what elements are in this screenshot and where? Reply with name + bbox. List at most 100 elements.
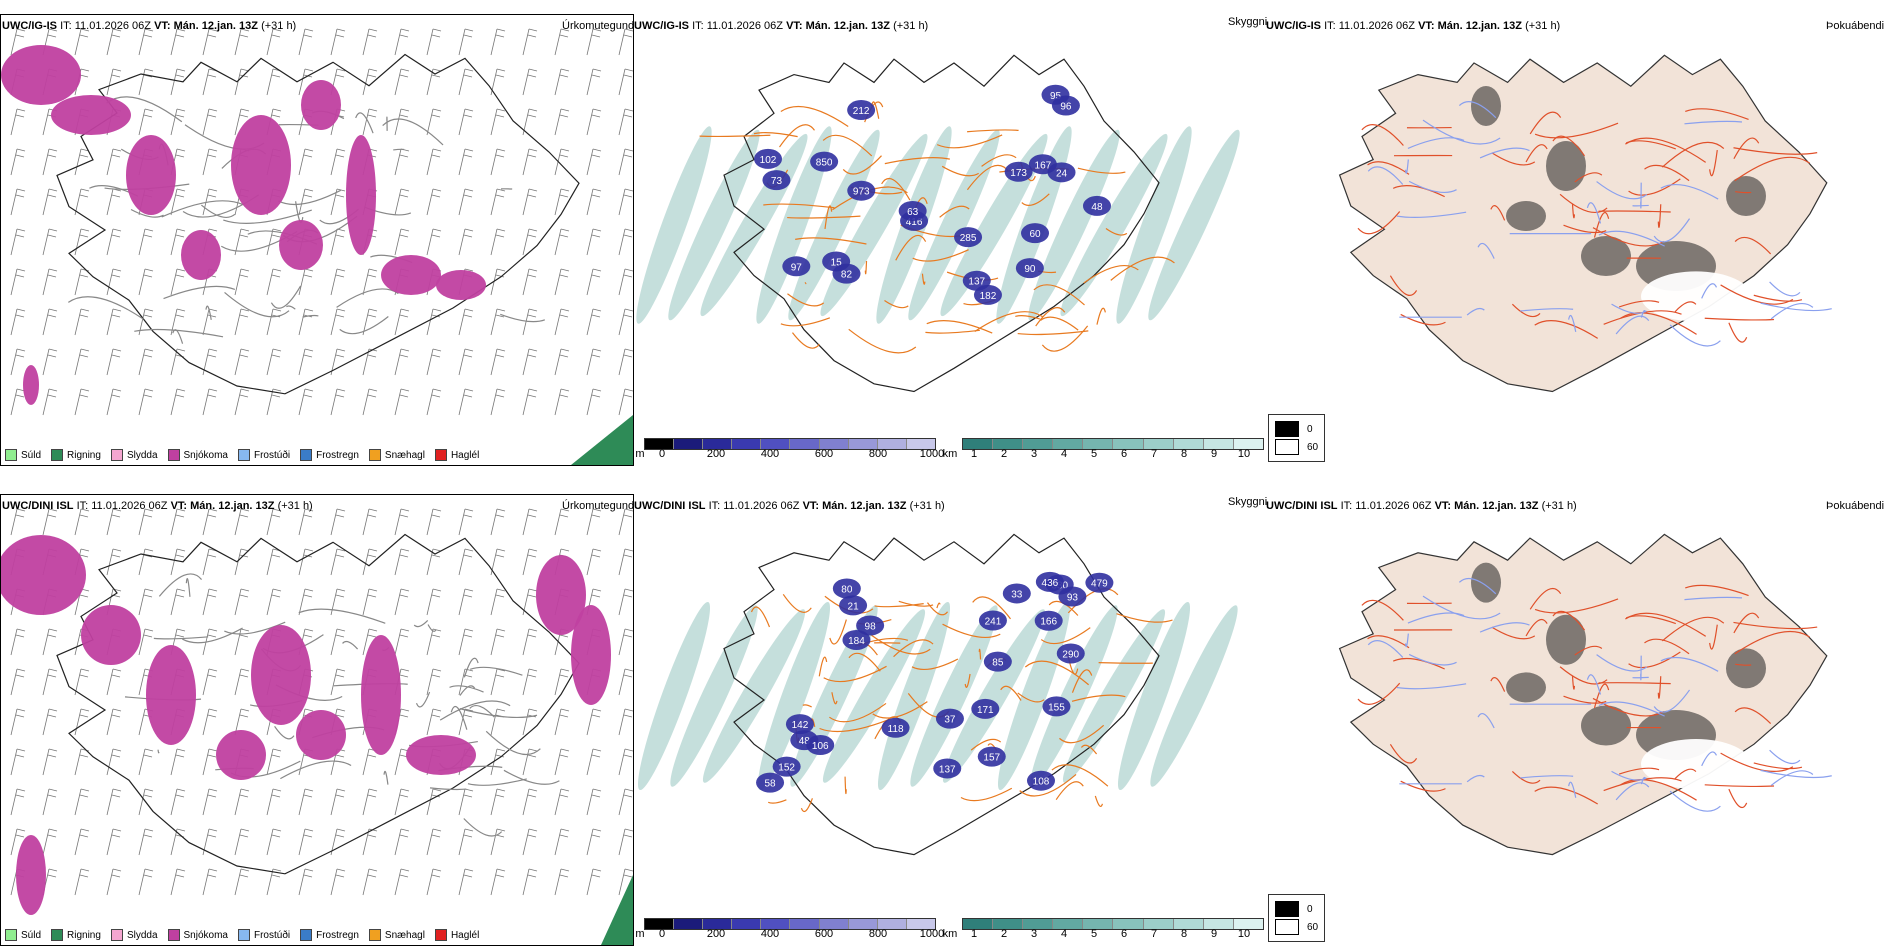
snow-area <box>536 555 586 635</box>
road-line <box>1017 692 1045 703</box>
wind-barb <box>202 868 218 896</box>
river-line <box>1770 303 1814 320</box>
legend-swatch <box>237 449 250 461</box>
wind-barb <box>362 508 378 536</box>
wind-barb <box>618 868 633 896</box>
river-line <box>1458 577 1497 595</box>
wind-barb <box>234 28 250 56</box>
wind-barb <box>330 668 346 696</box>
road-line <box>779 124 815 148</box>
scale-tick-label: 2 <box>1000 928 1008 940</box>
road-line <box>503 769 560 785</box>
cloud-core <box>762 170 791 191</box>
road-line <box>911 658 959 671</box>
road-line <box>278 189 342 206</box>
wind-barb <box>234 108 250 136</box>
river-line <box>1586 674 1602 695</box>
road-line <box>1367 635 1410 649</box>
road-line <box>485 730 541 756</box>
wind-barb <box>618 228 633 256</box>
cloud-base-label: 118 <box>888 724 904 735</box>
wind-barb <box>586 788 602 816</box>
wind-barb <box>362 28 378 56</box>
river-line <box>1367 640 1404 658</box>
legend-label: Frostregn <box>316 449 359 461</box>
road-line <box>1015 315 1040 320</box>
legend-label: Snjókoma <box>183 929 228 941</box>
road-line <box>822 134 873 157</box>
snow-area <box>1 535 86 615</box>
wind-barb <box>490 628 506 656</box>
colorbar-segment <box>993 439 1024 449</box>
wind-barb <box>426 588 442 616</box>
cloud-base-label: 60 <box>1029 229 1041 240</box>
it-label: IT: <box>1340 500 1353 512</box>
wind-barb <box>330 828 346 856</box>
wind-barb <box>394 828 410 856</box>
river-line <box>1660 656 1719 672</box>
wind-barb <box>586 708 602 736</box>
fog-legend-label: 0 <box>1307 423 1313 435</box>
river-line <box>1477 713 1495 729</box>
wind-barb <box>394 308 410 336</box>
legend-label: Slydda <box>126 929 158 941</box>
wind-barb <box>522 508 538 536</box>
colorbar-segment <box>732 919 762 929</box>
river-line <box>1568 314 1577 332</box>
road-line <box>1733 147 1818 155</box>
wind-barb <box>522 28 538 56</box>
fog-map-1 <box>1338 54 1832 393</box>
cloud-base-label: 850 <box>816 158 833 169</box>
wind-barb <box>74 188 90 216</box>
road-line <box>1704 317 1775 321</box>
wind-barb <box>106 148 122 176</box>
wind-barb <box>522 788 538 816</box>
wind-barb <box>458 708 474 736</box>
wind-barb <box>138 388 154 416</box>
fog-area <box>1471 562 1501 603</box>
legend-item: Snjókoma <box>167 449 228 461</box>
fog-legend-swatch <box>1275 421 1299 437</box>
wind-barb <box>298 308 314 336</box>
road-line <box>898 600 934 607</box>
colorbar-segment <box>703 919 733 929</box>
wind-barb <box>170 108 186 136</box>
road-line <box>1017 330 1089 336</box>
visibility-band <box>1062 609 1166 783</box>
wind-barb <box>234 628 250 656</box>
cloud-base-label: 106 <box>812 741 829 752</box>
road-line <box>699 134 771 138</box>
wind-barb <box>202 148 218 176</box>
road-line <box>893 639 934 658</box>
model-label: UWC/DINI ISL <box>634 500 706 512</box>
visibility-band <box>1030 605 1118 787</box>
snow-area <box>216 730 266 780</box>
wind-barb <box>42 628 58 656</box>
river-line <box>1615 782 1650 801</box>
river-line <box>1701 283 1718 299</box>
wind-barb <box>266 828 282 856</box>
colorbar-segment <box>906 919 935 929</box>
wind-barb <box>234 788 250 816</box>
wind-barb <box>394 868 410 896</box>
it-label: IT: <box>60 20 72 32</box>
cloud-core <box>754 148 783 169</box>
cloud-core <box>785 714 814 735</box>
wind-barb <box>362 628 378 656</box>
wind-barb <box>42 788 58 816</box>
road-line <box>1734 156 1811 182</box>
wind-barb <box>522 628 538 656</box>
cloud-base-label: 290 <box>1062 649 1079 660</box>
road-line <box>382 118 444 146</box>
wind-barb <box>554 68 570 96</box>
cloud-base-label: 95 <box>1050 91 1062 102</box>
road-line <box>1734 707 1772 724</box>
panel-header-5: UWC/DINI ISL IT: 11.01.2026 06Z VT: Mán.… <box>634 500 945 512</box>
wind-barb <box>298 388 314 416</box>
road-line <box>463 657 479 678</box>
river-line <box>1596 181 1648 200</box>
visibility-band <box>788 129 880 321</box>
colorbar-segment <box>1053 439 1084 449</box>
wind-barb <box>618 788 633 816</box>
scale-tick-label: 9 <box>1210 448 1218 460</box>
